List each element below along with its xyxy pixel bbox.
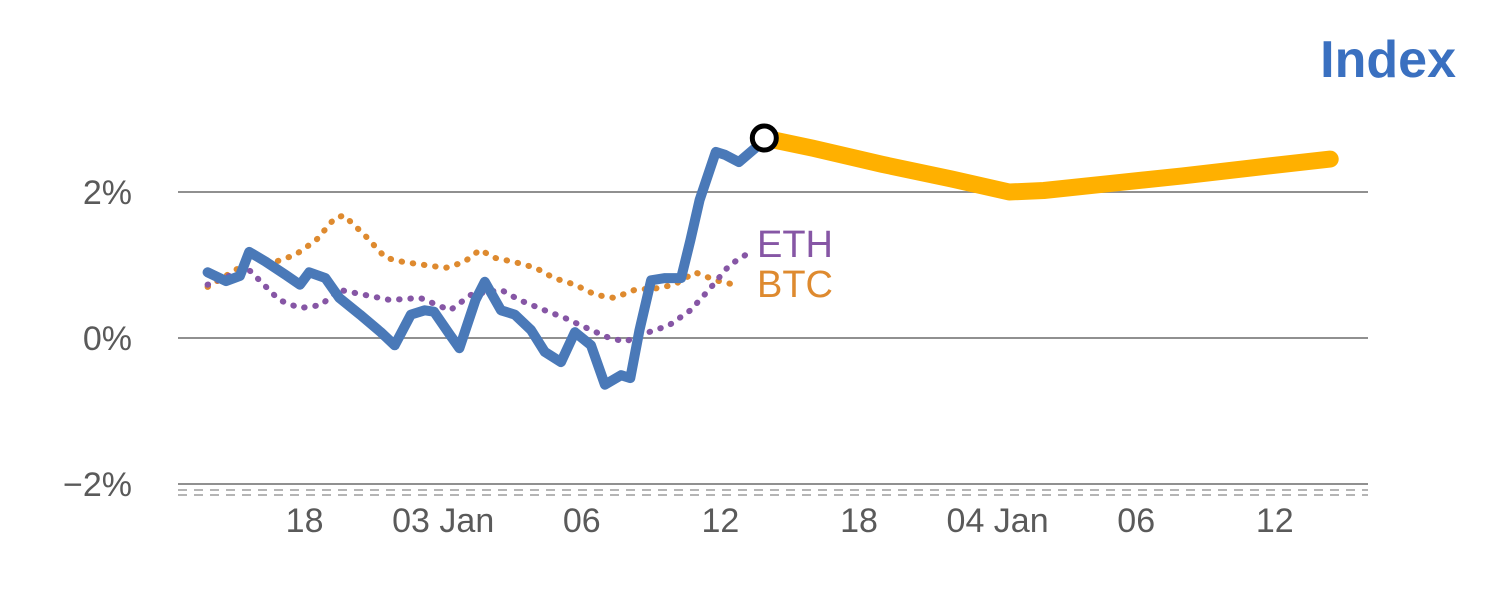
index-line (202, 133, 770, 390)
y-tick-label: −2% (63, 466, 132, 504)
eth-line (204, 248, 754, 345)
x-tick-label: 06 (1117, 502, 1155, 540)
index-forecast-line (755, 129, 1339, 201)
x-tick-label: 03 Jan (392, 502, 494, 540)
x-tick-label: 04 Jan (947, 502, 1049, 540)
x-tick-label: 12 (1256, 502, 1294, 540)
chart-title: Index (1320, 31, 1456, 89)
eth-series-label: ETH (757, 224, 833, 266)
x-tick-label: 12 (701, 502, 739, 540)
y-tick-label: 2% (83, 174, 132, 212)
x-tick-label: 18 (840, 502, 878, 540)
forecast-start-marker (749, 123, 779, 153)
x-tick-label: 06 (563, 502, 601, 540)
btc-series-label: BTC (757, 264, 833, 306)
btc-line (204, 212, 738, 301)
x-tick-label: 18 (286, 502, 324, 540)
y-tick-label: 0% (83, 320, 132, 358)
